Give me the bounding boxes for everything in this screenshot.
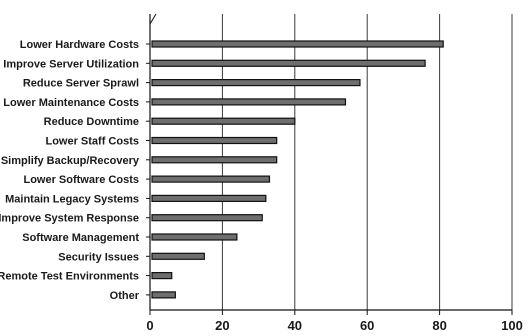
plot-frame — [146, 13, 512, 311]
category-label: Lower Software Costs — [23, 174, 139, 186]
category-label: Maintain Legacy Systems — [5, 193, 139, 205]
category-label: Lower Hardware Costs — [20, 39, 139, 51]
bar-improve-server-utilization — [151, 59, 426, 67]
x-tick-label-0: 0 — [146, 318, 153, 333]
category-label: Lower Staff Costs — [45, 136, 139, 148]
bar-simplify-backup-recovery — [151, 156, 278, 164]
category-label: Security Issues — [58, 251, 139, 263]
category-label: Simplify Backup/Recovery — [1, 155, 140, 167]
category-label: Lower Maintenance Costs — [3, 97, 139, 109]
bar-lower-staff-costs — [151, 136, 278, 145]
bar-maintain-legacy-systems — [151, 194, 267, 202]
bar-lower-hardware-costs — [151, 40, 444, 48]
x-tick-label-100: 100 — [501, 318, 523, 333]
bar-lower-software-costs — [151, 175, 271, 183]
x-tick-label-40: 40 — [288, 318, 302, 333]
bar-software-management — [151, 233, 238, 241]
category-label: Improve System Response — [0, 213, 139, 225]
bar-reduce-server-sprawl — [151, 78, 361, 87]
bar-improve-system-response — [151, 214, 263, 222]
x-tick-label-20: 20 — [215, 318, 229, 333]
x-tick-labels: 0 20 40 60 80 100 — [146, 310, 523, 333]
bar-reduce-downtime — [151, 117, 296, 125]
category-label: Reduce Downtime — [44, 116, 139, 128]
category-label: Reduce Server Sprawl — [23, 78, 139, 90]
category-label: Software Management — [22, 232, 139, 244]
x-tick-label-60: 60 — [360, 318, 374, 333]
bar-other — [151, 291, 176, 299]
bar-lower-maintenance-costs — [151, 98, 347, 106]
bar-remote-test-environments — [151, 272, 173, 280]
category-label: Other — [110, 290, 140, 302]
x-tick-label-80: 80 — [432, 318, 446, 333]
category-label: Remote Test Environments — [0, 271, 139, 283]
category-label: Improve Server Utilization — [3, 58, 139, 70]
frame-edge — [149, 13, 157, 25]
category-labels: Lower Hardware Costs Improve Server Utili… — [0, 39, 140, 302]
bars — [151, 40, 444, 299]
bar-security-issues — [151, 252, 205, 260]
